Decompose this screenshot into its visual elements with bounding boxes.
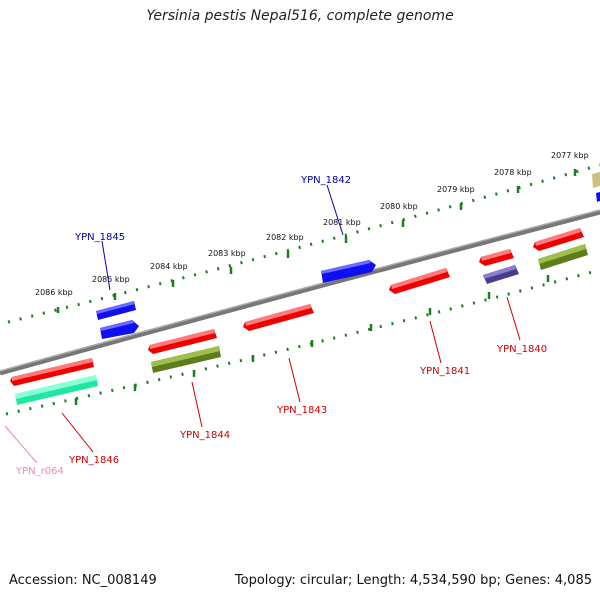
map-title: Yersinia pestis Nepal516, complete genom… <box>146 8 454 24</box>
gene-label-ypn-1846[interactable]: YPN_1846 <box>68 455 119 466</box>
inner-ruler <box>5 268 600 416</box>
ruler-label-2082: 2082 kbp <box>266 233 304 242</box>
gene-cds-green[interactable] <box>15 375 98 405</box>
accession-text: Accession: NC_008149 <box>9 573 157 588</box>
gene-ypn-1846[interactable] <box>10 358 94 386</box>
gene-label-ypn-1841[interactable]: YPN_1841 <box>419 366 470 377</box>
gene-label-ypn-1843[interactable]: YPN_1843 <box>276 405 327 416</box>
gene-label-ypn-1844[interactable]: YPN_1844 <box>179 430 230 441</box>
gene-label-ypn-r064[interactable]: YPN_r064 <box>15 466 64 477</box>
outer-ruler-major-ticks <box>56 169 577 313</box>
gene-label-ypn-1845[interactable]: YPN_1845 <box>74 232 125 243</box>
gene-cds-olive-1844[interactable] <box>151 346 221 373</box>
ruler-label-2078: 2078 kbp <box>494 168 532 177</box>
ruler-label-2080: 2080 kbp <box>380 202 418 211</box>
ruler-label-2085: 2085 kbp <box>92 275 130 284</box>
gene-cds-purple[interactable] <box>483 265 519 284</box>
gene-ypn-1841[interactable] <box>389 268 450 294</box>
gene-cds-olive-right[interactable] <box>538 244 588 270</box>
ruler-label-2086: 2086 kbp <box>35 288 73 297</box>
inner-ruler-major-ticks <box>74 275 550 405</box>
gene-ypn-1844[interactable] <box>148 329 217 354</box>
gene-label-ypn-1842[interactable]: YPN_1842 <box>300 175 351 186</box>
genome-summary-text: Topology: circular; Length: 4,534,590 bp… <box>234 573 592 588</box>
gene-ypn-1842[interactable] <box>321 260 376 283</box>
ruler-label-2083: 2083 kbp <box>208 249 246 258</box>
ruler-label-2077: 2077 kbp <box>551 151 589 160</box>
gene-ypn-1845-lower[interactable] <box>100 320 139 339</box>
ruler-label-2084: 2084 kbp <box>150 262 188 271</box>
gene-blue-partial[interactable] <box>596 192 600 202</box>
gene-red-right[interactable] <box>533 228 584 251</box>
forward-genes <box>96 172 600 339</box>
leader-lines <box>4 184 521 464</box>
gene-ypn-1843[interactable] <box>243 304 314 331</box>
genome-backbone <box>0 209 600 376</box>
gene-ypn-1845-upper[interactable] <box>96 301 136 320</box>
gene-yellow-partial[interactable] <box>592 172 600 188</box>
ruler-label-2079: 2079 kbp <box>437 185 475 194</box>
genome-backbone-highlight <box>0 209 600 372</box>
ruler-label-2081: 2081 kbp <box>323 218 361 227</box>
gene-ypn-1840-top[interactable] <box>479 249 514 266</box>
ruler-labels: 2086 kbp 2085 kbp 2084 kbp 2083 kbp 2082… <box>35 151 589 297</box>
gene-labels: YPN_1845 YPN_1842 YPN_1846 YPN_1844 YPN_… <box>15 175 547 477</box>
reverse-genes <box>10 228 588 405</box>
gene-label-ypn-1840[interactable]: YPN_1840 <box>496 344 547 355</box>
outer-ruler <box>7 163 600 324</box>
